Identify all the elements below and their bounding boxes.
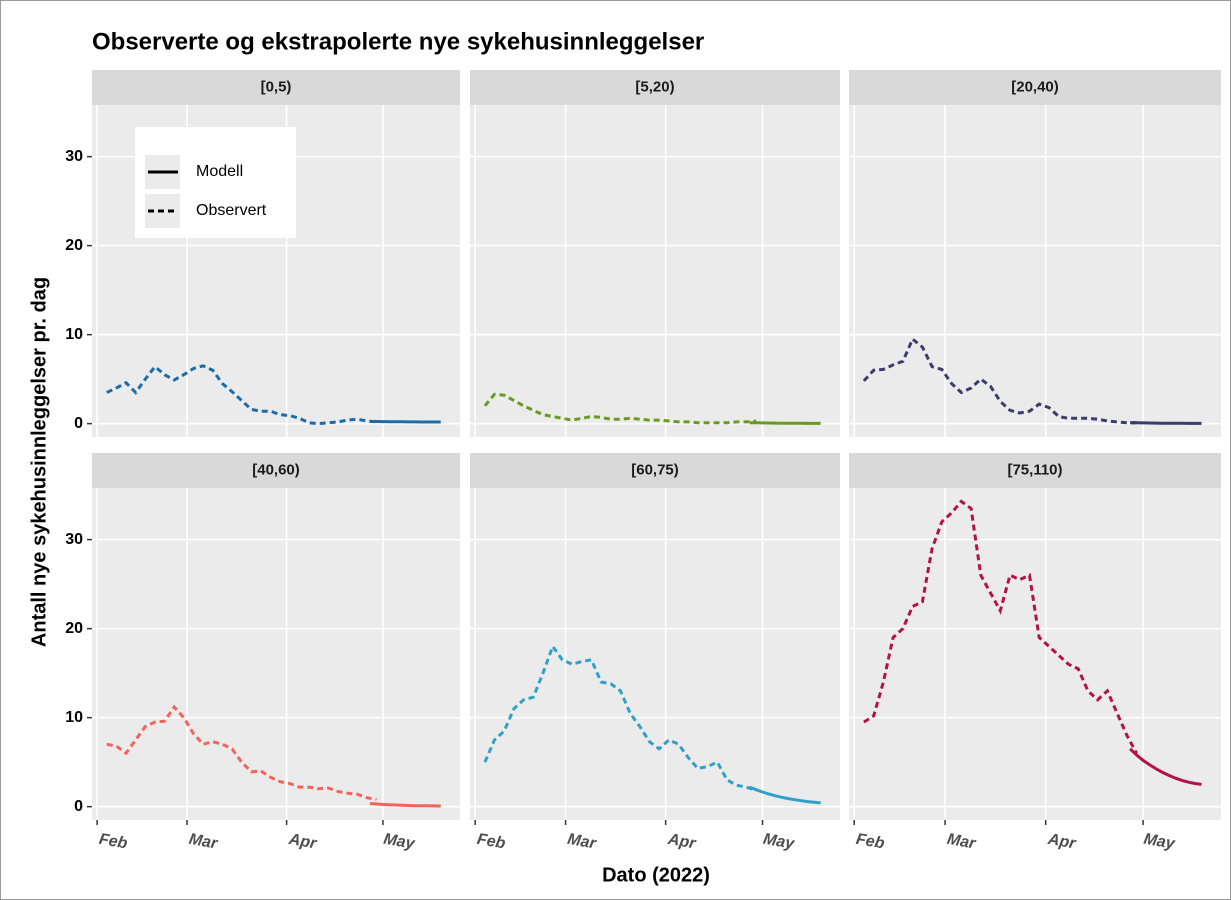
- model-line: [1129, 747, 1202, 786]
- x-tick-label: Mar: [188, 831, 220, 853]
- strip: [92, 453, 460, 488]
- chart-title: Observerte og ekstrapolerte nye sykehusi…: [92, 28, 704, 55]
- observed-line: [483, 643, 757, 793]
- strip-label: [20,40): [1011, 78, 1059, 95]
- y-tick-label: 0: [74, 798, 83, 815]
- x-tick-label: Feb: [855, 831, 886, 853]
- model-line: [749, 421, 821, 425]
- x-tick-label: May: [762, 831, 797, 853]
- strip-label: [75,110): [1007, 461, 1062, 478]
- observed-line: [862, 336, 1137, 425]
- legend-label: Observert: [196, 202, 267, 219]
- legend-label: Modell: [196, 163, 243, 180]
- x-tick-label: Apr: [666, 831, 698, 853]
- strip: [470, 453, 840, 488]
- strip-label: [60,75): [631, 461, 679, 478]
- y-tick-label: 30: [65, 148, 83, 165]
- x-tick-label: Mar: [946, 831, 978, 853]
- x-tick-label: Mar: [566, 831, 598, 853]
- strip: [470, 70, 840, 105]
- strip-label: [5,20): [635, 78, 674, 95]
- x-tick-label: Apr: [1046, 831, 1078, 853]
- y-tick-label: 0: [74, 415, 83, 432]
- strip: [849, 70, 1221, 105]
- observed-line: [483, 392, 757, 425]
- model-line: [369, 802, 441, 808]
- model-line: [749, 785, 821, 805]
- y-tick-label: 10: [65, 326, 83, 343]
- y-tick-label: 10: [65, 709, 83, 726]
- x-tick-label: Feb: [476, 831, 507, 853]
- strip: [92, 70, 460, 105]
- observed-line: [106, 364, 377, 426]
- observed-line: [106, 704, 377, 801]
- observed-line: [863, 499, 1138, 754]
- panel-background: [849, 488, 1221, 820]
- strip: [849, 453, 1221, 488]
- y-tick-label: 30: [65, 531, 83, 548]
- x-tick-label: Apr: [287, 831, 319, 853]
- strip-label: [0,5): [261, 78, 292, 95]
- strip-label: [40,60): [252, 461, 300, 478]
- y-axis-label: Antall nye sykehusinnleggelser pr. dag: [28, 277, 50, 647]
- x-tick-label: Feb: [98, 831, 129, 853]
- panel-background: [470, 105, 840, 437]
- x-tick-label: May: [1142, 831, 1177, 853]
- model-line: [1130, 421, 1202, 425]
- panel-background: [849, 105, 1221, 437]
- model-line: [370, 419, 441, 424]
- y-tick-label: 20: [65, 237, 83, 254]
- x-tick-label: May: [382, 831, 417, 853]
- y-tick-label: 20: [65, 620, 83, 637]
- panel-background: [470, 488, 840, 820]
- x-axis-label: Dato (2022): [602, 864, 710, 886]
- panel-background: [92, 488, 460, 820]
